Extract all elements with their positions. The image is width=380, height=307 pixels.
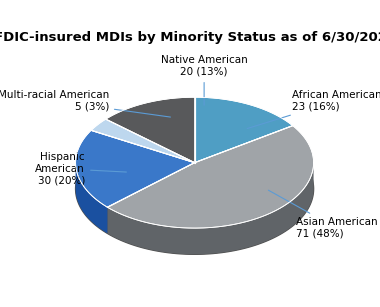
Polygon shape — [108, 162, 314, 254]
Polygon shape — [108, 126, 314, 228]
Polygon shape — [76, 130, 195, 207]
Polygon shape — [195, 97, 293, 163]
Polygon shape — [106, 97, 195, 163]
Text: Native American
20 (13%): Native American 20 (13%) — [161, 55, 247, 105]
Text: Asian American
71 (48%): Asian American 71 (48%) — [268, 190, 377, 239]
Polygon shape — [91, 119, 195, 163]
Polygon shape — [116, 186, 273, 220]
Text: Hispanic
American
30 (20%): Hispanic American 30 (20%) — [35, 152, 127, 185]
Text: Multi-racial American
5 (3%): Multi-racial American 5 (3%) — [0, 90, 170, 117]
Title: FDIC-insured MDIs by Minority Status as of 6/30/2024: FDIC-insured MDIs by Minority Status as … — [0, 31, 380, 44]
Polygon shape — [76, 123, 314, 254]
Polygon shape — [76, 162, 108, 233]
Text: African American
23 (16%): African American 23 (16%) — [247, 90, 380, 129]
